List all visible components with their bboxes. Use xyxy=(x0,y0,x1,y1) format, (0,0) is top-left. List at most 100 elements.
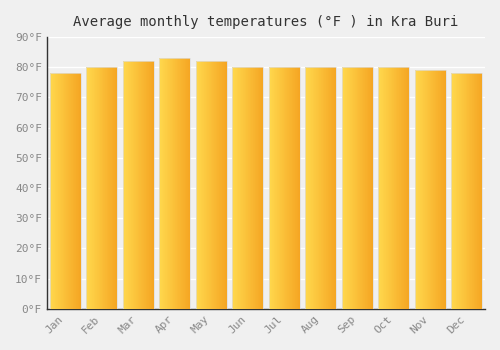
Bar xyxy=(348,67,349,309)
Bar xyxy=(143,61,144,309)
Bar xyxy=(196,61,226,309)
Bar xyxy=(189,58,190,309)
Bar xyxy=(318,67,319,309)
Bar xyxy=(147,61,148,309)
Bar xyxy=(326,67,327,309)
Bar xyxy=(335,67,336,309)
Bar xyxy=(322,67,324,309)
Bar xyxy=(315,67,316,309)
Bar xyxy=(173,58,174,309)
Bar xyxy=(273,67,274,309)
Bar xyxy=(130,61,131,309)
Bar xyxy=(465,74,466,309)
Bar xyxy=(360,67,361,309)
Bar xyxy=(414,70,446,309)
Bar xyxy=(453,74,454,309)
Bar xyxy=(278,67,280,309)
Bar xyxy=(349,67,350,309)
Bar xyxy=(50,74,51,309)
Bar xyxy=(276,67,277,309)
Bar xyxy=(232,67,233,309)
Bar xyxy=(312,67,314,309)
Bar xyxy=(148,61,149,309)
Bar xyxy=(280,67,281,309)
Bar xyxy=(296,67,298,309)
Bar xyxy=(145,61,146,309)
Bar xyxy=(440,70,441,309)
Bar xyxy=(215,61,216,309)
Bar xyxy=(454,74,455,309)
Bar xyxy=(370,67,371,309)
Bar xyxy=(257,67,258,309)
Bar xyxy=(223,61,224,309)
Bar xyxy=(122,61,124,309)
Bar xyxy=(170,58,171,309)
Bar xyxy=(224,61,225,309)
Bar xyxy=(432,70,434,309)
Bar xyxy=(391,67,392,309)
Bar xyxy=(382,67,383,309)
Bar xyxy=(281,67,282,309)
Bar xyxy=(207,61,208,309)
Bar xyxy=(206,61,207,309)
Bar xyxy=(102,67,103,309)
Bar xyxy=(357,67,358,309)
Bar xyxy=(366,67,367,309)
Bar xyxy=(69,74,70,309)
Bar xyxy=(384,67,385,309)
Bar xyxy=(200,61,202,309)
Bar xyxy=(367,67,368,309)
Bar xyxy=(466,74,467,309)
Bar xyxy=(386,67,387,309)
Bar xyxy=(456,74,457,309)
Bar xyxy=(73,74,74,309)
Bar xyxy=(242,67,244,309)
Bar xyxy=(331,67,332,309)
Bar xyxy=(479,74,480,309)
Bar xyxy=(298,67,299,309)
Bar xyxy=(368,67,369,309)
Bar xyxy=(316,67,317,309)
Bar xyxy=(70,74,71,309)
Bar xyxy=(305,67,336,309)
Bar xyxy=(404,67,405,309)
Bar xyxy=(344,67,345,309)
Bar xyxy=(283,67,284,309)
Bar xyxy=(431,70,432,309)
Bar xyxy=(297,67,298,309)
Bar xyxy=(216,61,217,309)
Bar xyxy=(103,67,104,309)
Bar xyxy=(68,74,69,309)
Bar xyxy=(279,67,280,309)
Bar xyxy=(353,67,354,309)
Bar xyxy=(437,70,438,309)
Bar xyxy=(198,61,199,309)
Bar xyxy=(138,61,139,309)
Bar xyxy=(327,67,328,309)
Bar xyxy=(406,67,407,309)
Bar xyxy=(107,67,108,309)
Bar xyxy=(198,61,200,309)
Bar xyxy=(392,67,393,309)
Bar xyxy=(60,74,61,309)
Bar xyxy=(144,61,145,309)
Bar xyxy=(320,67,322,309)
Bar xyxy=(379,67,380,309)
Bar xyxy=(460,74,461,309)
Bar xyxy=(380,67,382,309)
Bar xyxy=(248,67,249,309)
Bar xyxy=(470,74,471,309)
Bar xyxy=(106,67,108,309)
Bar xyxy=(160,58,161,309)
Bar xyxy=(463,74,464,309)
Bar xyxy=(208,61,210,309)
Bar xyxy=(132,61,133,309)
Bar xyxy=(354,67,355,309)
Bar xyxy=(319,67,320,309)
Bar xyxy=(238,67,239,309)
Bar xyxy=(127,61,128,309)
Bar xyxy=(260,67,262,309)
Bar xyxy=(305,67,306,309)
Bar xyxy=(429,70,430,309)
Bar xyxy=(294,67,295,309)
